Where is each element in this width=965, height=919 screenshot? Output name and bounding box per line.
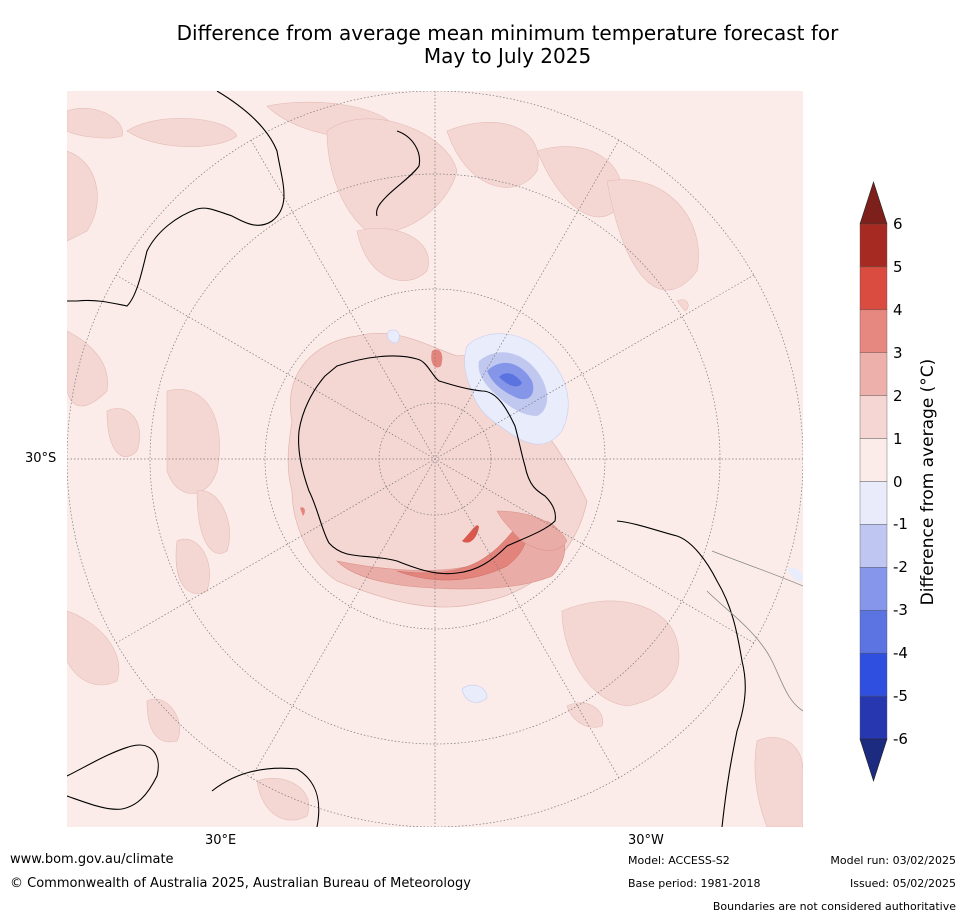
africa-coast bbox=[67, 744, 159, 810]
footer-model: Model: ACCESS-S2 bbox=[628, 854, 730, 867]
antarctica-coast bbox=[298, 355, 556, 575]
colorbar-tick-label: -1 bbox=[893, 515, 908, 534]
colorbar-segment bbox=[859, 352, 888, 396]
colorbar-tick-label: -5 bbox=[893, 687, 908, 706]
colorbar-tick-label: 6 bbox=[893, 215, 903, 233]
colorbar-segment bbox=[859, 524, 888, 568]
madagascar-coast bbox=[211, 767, 320, 827]
colorbar-tick-label: -2 bbox=[893, 558, 908, 577]
colorbar-tick-label: 0 bbox=[893, 472, 903, 491]
colorbar-segment bbox=[859, 567, 888, 611]
colorbar-segment bbox=[859, 652, 888, 697]
colorbar-tick-label: 2 bbox=[893, 386, 903, 405]
latitude-label-30s: 30°S bbox=[25, 451, 57, 466]
title-line-1: Difference from average mean minimum tem… bbox=[176, 21, 839, 45]
colorbar-segment bbox=[859, 309, 888, 353]
colorbar-tick-label: -4 bbox=[893, 644, 908, 663]
title-line-2: May to July 2025 bbox=[423, 44, 592, 68]
colorbar bbox=[859, 181, 888, 782]
colorbar-segment bbox=[859, 266, 888, 311]
colorbar-tick-label: 5 bbox=[893, 257, 903, 276]
colorbar-tick-label: 3 bbox=[893, 343, 903, 362]
chart-title: Difference from average mean minimum tem… bbox=[100, 22, 915, 68]
colorbar-tick-label: 1 bbox=[893, 429, 903, 448]
graticule bbox=[67, 91, 803, 827]
footer-copyright: © Commonwealth of Australia 2025, Austra… bbox=[10, 876, 471, 891]
australia-coast bbox=[67, 91, 285, 307]
colorbar-top-arrow bbox=[859, 181, 888, 225]
colorbar-segment bbox=[859, 395, 888, 439]
colorbar-segment bbox=[859, 610, 888, 654]
cool-anomaly-area bbox=[387, 329, 803, 703]
footer-model-run: Model run: 03/02/2025 bbox=[830, 854, 956, 867]
colorbar-segments bbox=[859, 223, 888, 740]
colorbar-segment bbox=[859, 438, 888, 482]
new-zealand-coast bbox=[376, 130, 421, 217]
map-panel bbox=[67, 91, 803, 827]
longitude-label-30w: 30°W bbox=[628, 833, 664, 848]
colorbar-title: Difference from average (°C) bbox=[918, 358, 938, 606]
footer-disclaimer: Boundaries are not considered authoritat… bbox=[712, 900, 956, 913]
colorbar-bottom-arrow bbox=[859, 738, 888, 782]
colorbar-segment bbox=[859, 695, 888, 740]
colorbar-tick-label: 4 bbox=[893, 300, 903, 319]
light-warm-anomaly-areas bbox=[67, 101, 803, 827]
colorbar-tick-label: -3 bbox=[893, 601, 908, 620]
longitude-label-30e: 30°E bbox=[205, 833, 237, 848]
coastlines bbox=[67, 91, 746, 827]
colorbar-segment bbox=[859, 223, 888, 268]
footer-url[interactable]: www.bom.gov.au/climate bbox=[10, 852, 174, 867]
colorbar-tick-label: -6 bbox=[893, 730, 908, 748]
footer-base-period: Base period: 1981-2018 bbox=[628, 877, 761, 890]
footer-issued: Issued: 05/02/2025 bbox=[849, 877, 956, 890]
south-america-coast bbox=[616, 520, 746, 827]
colorbar-segment bbox=[859, 481, 888, 525]
country-borders bbox=[706, 550, 803, 712]
